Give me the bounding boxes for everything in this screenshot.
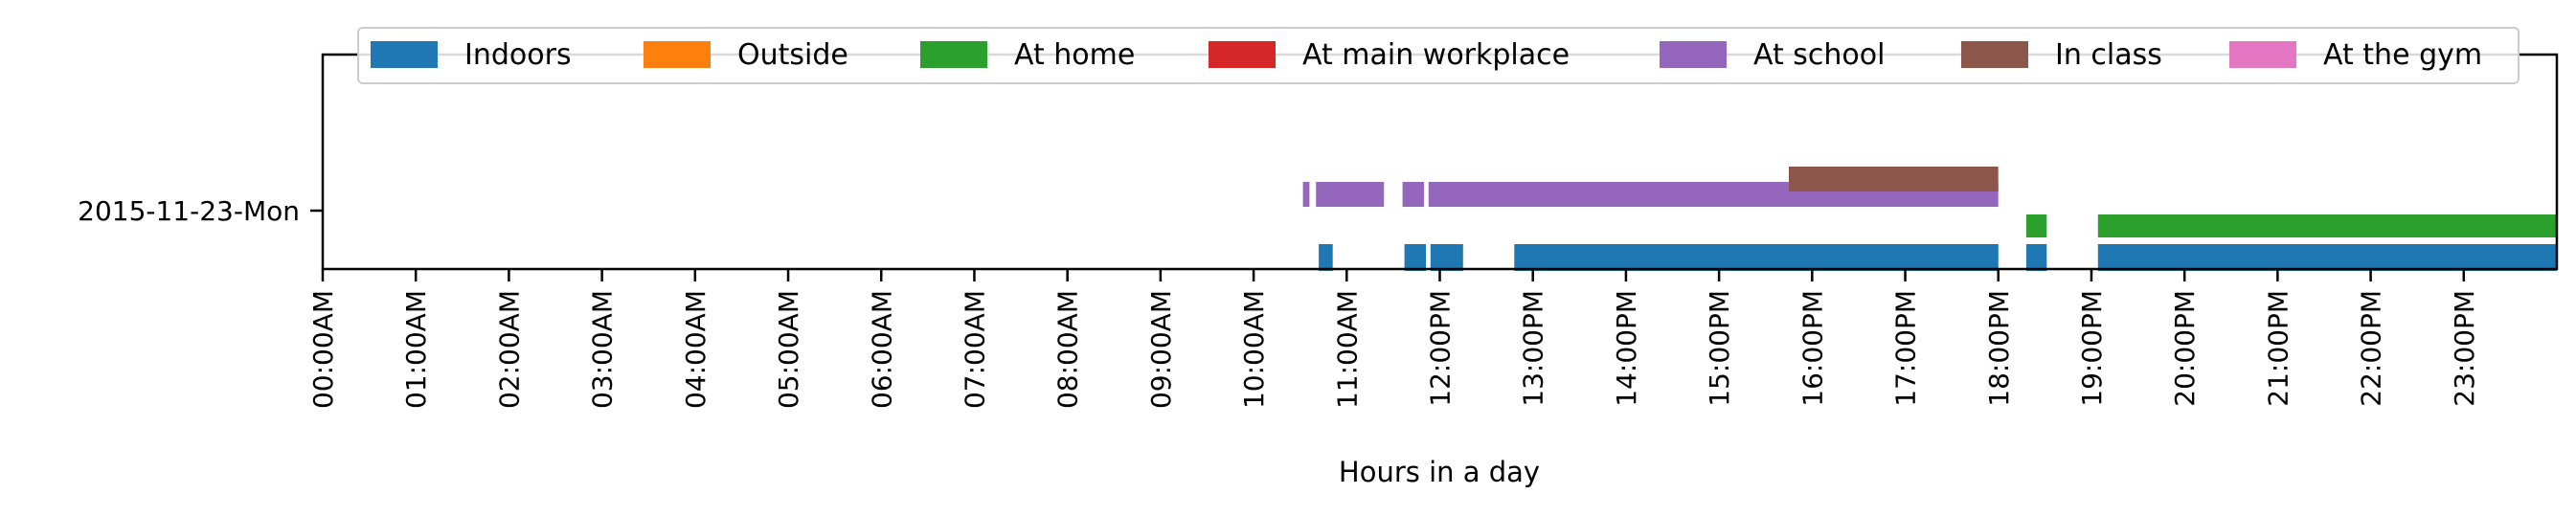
- bar-at-home-0: [2025, 214, 2047, 237]
- legend: Indoors Outside At home At main workplace At…: [357, 27, 2520, 84]
- x-tick-label: 05:00AM: [773, 290, 804, 409]
- x-tick-label: 20:00PM: [2169, 290, 2201, 407]
- bar-at-school-2: [1402, 182, 1424, 207]
- x-tick-label: 07:00AM: [959, 290, 990, 409]
- bar-indoors-3: [1514, 244, 1999, 271]
- legend-swatch: [920, 41, 987, 68]
- x-tick-label: 08:00AM: [1052, 290, 1084, 409]
- bar-indoors-4: [2025, 244, 2047, 271]
- bar-indoors-2: [1430, 244, 1463, 271]
- x-axis-label: Hours in a day: [1339, 456, 1540, 488]
- x-tick-label: 10:00AM: [1238, 290, 1270, 409]
- x-tick-label: 04:00AM: [680, 290, 712, 409]
- x-tick-label: 15:00PM: [1704, 290, 1735, 407]
- x-axis: 00:00AM 01:00AM 02:00AM 03:00AM 04:00AM 05:00…: [307, 269, 2480, 409]
- legend-swatch: [2229, 41, 2296, 68]
- plot-area: [1302, 167, 2557, 271]
- x-tick-label: 11:00AM: [1331, 290, 1363, 409]
- legend-label: In class: [2055, 38, 2162, 72]
- legend-label: At home: [1014, 38, 1135, 72]
- bar-at-home-1: [2097, 214, 2557, 237]
- x-tick-label: 22:00PM: [2356, 290, 2387, 407]
- bar-indoors-0: [1319, 244, 1333, 271]
- x-tick-label: 09:00AM: [1145, 290, 1177, 409]
- bar-indoors-1: [1404, 244, 1426, 271]
- legend-swatch: [1209, 41, 1276, 68]
- legend-label: At main workplace: [1302, 38, 1570, 72]
- x-tick-label: 21:00PM: [2262, 290, 2294, 407]
- legend-swatch: [1961, 41, 2028, 68]
- x-tick-label: 03:00AM: [587, 290, 619, 409]
- legend-swatch: [1660, 41, 1727, 68]
- bar-in-class-0: [1789, 167, 1999, 191]
- x-tick-label: 12:00PM: [1425, 290, 1457, 407]
- bar-at-school-1: [1316, 182, 1385, 207]
- bar-indoors-5: [2097, 244, 2557, 271]
- y-axis: 2015-11-23-Mon: [78, 195, 323, 227]
- x-tick-label: 14:00PM: [1611, 290, 1642, 407]
- x-tick-label: 01:00AM: [400, 290, 432, 409]
- x-tick-label: 00:00AM: [307, 290, 339, 409]
- x-tick-label: 18:00PM: [1983, 290, 2015, 407]
- x-tick-label: 16:00PM: [1796, 290, 1828, 407]
- legend-label: At school: [1753, 38, 1885, 72]
- legend-label: Indoors: [464, 38, 572, 72]
- x-tick-label: 13:00PM: [1518, 290, 1549, 407]
- legend-label: At the gym: [2323, 38, 2482, 72]
- legend-label: Outside: [737, 38, 848, 72]
- legend-swatch: [644, 41, 711, 68]
- x-tick-label: 23:00PM: [2449, 290, 2480, 407]
- x-tick-label: 19:00PM: [2076, 290, 2108, 407]
- y-tick-label: 2015-11-23-Mon: [78, 195, 300, 227]
- legend-swatch: [371, 41, 438, 68]
- bar-at-school-0: [1302, 182, 1310, 207]
- x-tick-label: 02:00AM: [493, 290, 525, 409]
- x-tick-label: 06:00AM: [866, 290, 897, 409]
- x-tick-label: 17:00PM: [1890, 290, 1922, 407]
